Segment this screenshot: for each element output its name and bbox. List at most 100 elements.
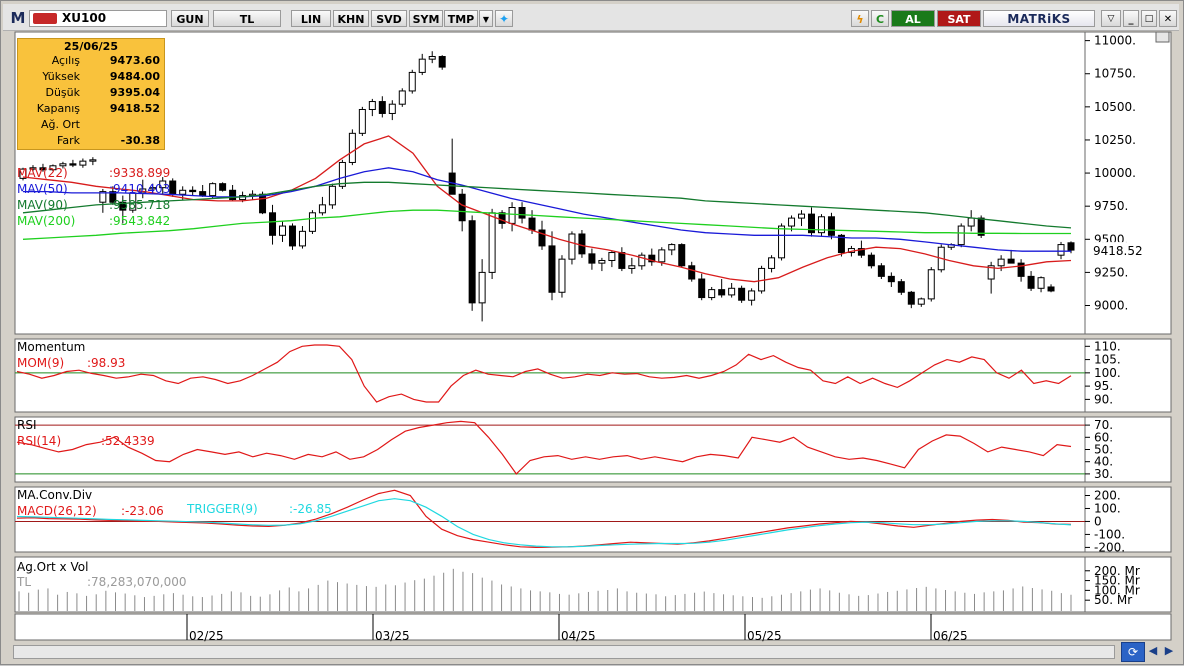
template-button[interactable]: TMP	[444, 10, 478, 27]
macd-axis	[1084, 486, 1172, 553]
candle	[348, 132, 356, 163]
lightning-icon[interactable]: ϟ	[851, 10, 869, 27]
rsi-pane	[14, 416, 1086, 483]
symbol-button[interactable]: SYM	[409, 10, 443, 27]
candle	[69, 163, 77, 166]
maximize-icon[interactable]: □	[1141, 10, 1157, 27]
volume-unit: TL	[16, 575, 31, 589]
candle	[927, 269, 935, 300]
scale-button[interactable]: LIN	[291, 10, 331, 27]
info-row: Ağ. Ort	[18, 118, 164, 132]
candle	[987, 265, 995, 280]
series-name: RSI(14)	[17, 434, 61, 448]
buy-button[interactable]: AL	[891, 10, 935, 27]
candle	[778, 225, 786, 259]
minimize-icon[interactable]: _	[1123, 10, 1139, 27]
series-name: TRIGGER(9)	[186, 502, 258, 516]
candle	[658, 249, 666, 263]
candle	[608, 252, 616, 261]
indicator-line	[16, 489, 1072, 549]
candle	[149, 187, 157, 190]
candle	[1037, 277, 1045, 289]
candle	[378, 101, 386, 114]
ma-line	[23, 167, 1071, 252]
series-name: MACD(26,12)	[17, 504, 97, 518]
scroll-right-icon[interactable]: ▶	[1164, 644, 1174, 657]
candle	[99, 191, 107, 203]
y-tick-label: 30.	[1094, 467, 1113, 481]
sync-icon[interactable]: ⟳	[1121, 642, 1145, 662]
candle	[159, 180, 167, 189]
candle	[428, 56, 436, 60]
template-dropdown-icon[interactable]: ▼	[479, 10, 493, 27]
candle	[368, 101, 376, 110]
chart-type-button[interactable]: KHN	[333, 10, 369, 27]
candle	[538, 229, 546, 247]
candle	[318, 204, 326, 214]
candle	[698, 278, 706, 299]
candle	[89, 159, 97, 162]
bar-count-button[interactable]: SVD	[371, 10, 407, 27]
y-tick-label: 100.	[1094, 501, 1121, 515]
series-value: :9543.842	[109, 214, 170, 228]
volume-value: :78,283,070,000	[87, 575, 186, 589]
ma-line	[22, 181, 1072, 229]
info-key: Kapanış	[36, 102, 80, 115]
currency-button[interactable]: TL	[213, 10, 281, 27]
candle	[29, 167, 37, 170]
y-tick-label: 95.	[1094, 379, 1113, 393]
candle	[688, 265, 696, 280]
candle	[488, 212, 496, 273]
dropdown-icon[interactable]: ▽	[1101, 10, 1121, 27]
horizontal-scrollbar[interactable]	[13, 645, 1115, 659]
series-name: MOM(9)	[17, 356, 64, 370]
candle	[788, 217, 796, 227]
candle	[298, 230, 306, 247]
info-value: 9395.04	[109, 86, 160, 99]
y-tick-label: 50.	[1094, 443, 1113, 457]
y-tick-label: 0	[1094, 514, 1102, 528]
flag-icon	[33, 13, 57, 24]
candle	[638, 254, 646, 267]
candle	[199, 191, 207, 197]
candle	[308, 212, 316, 232]
refresh-icon[interactable]: C	[871, 10, 889, 27]
series-name: MAV(90)	[17, 198, 68, 212]
candle	[798, 213, 806, 219]
candle	[678, 244, 686, 267]
y-tick-label: 105.	[1094, 353, 1121, 367]
symbol-selector[interactable]: XU100	[29, 10, 167, 27]
candle	[997, 258, 1005, 267]
period-button[interactable]: GUN	[171, 10, 209, 27]
candles	[19, 51, 1075, 322]
y-tick-label: 100. Mr	[1094, 583, 1140, 597]
sell-button[interactable]: SAT	[937, 10, 981, 27]
series-value: :9585.718	[109, 198, 170, 212]
symbol-name: XU100	[62, 11, 107, 25]
y-tick-label: 11000.	[1094, 34, 1136, 48]
candle	[408, 71, 416, 92]
candle	[1027, 275, 1035, 289]
momentum-axis	[1084, 338, 1172, 413]
candle	[259, 193, 267, 214]
candle	[548, 245, 556, 293]
candle	[618, 252, 626, 269]
series-value: :-26.85	[289, 502, 332, 516]
series-name: MAV(50)	[17, 182, 68, 196]
close-icon[interactable]: ✕	[1159, 10, 1177, 27]
candle	[1057, 244, 1065, 256]
macd-pane	[14, 486, 1086, 553]
candle	[269, 212, 277, 236]
info-value: 9484.00	[109, 70, 160, 83]
candle	[668, 244, 676, 251]
scroll-left-icon[interactable]: ◀	[1148, 644, 1158, 657]
candle	[528, 217, 536, 231]
candle	[288, 225, 296, 247]
candle	[358, 108, 366, 134]
candle	[768, 257, 776, 269]
y-tick-label: 150. Mr	[1094, 574, 1140, 588]
twitter-icon[interactable]: ✦	[495, 10, 513, 27]
pane-title: Momentum	[17, 340, 85, 354]
